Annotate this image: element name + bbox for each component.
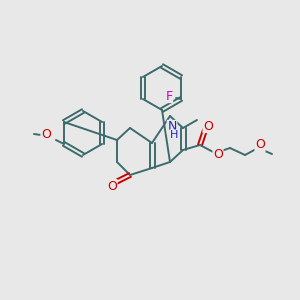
Text: O: O — [107, 179, 117, 193]
Text: H: H — [170, 130, 178, 140]
Text: F: F — [166, 89, 172, 103]
Text: O: O — [203, 119, 213, 133]
Text: N: N — [167, 121, 177, 134]
Text: O: O — [255, 139, 265, 152]
Text: O: O — [41, 128, 51, 140]
Text: O: O — [213, 148, 223, 161]
